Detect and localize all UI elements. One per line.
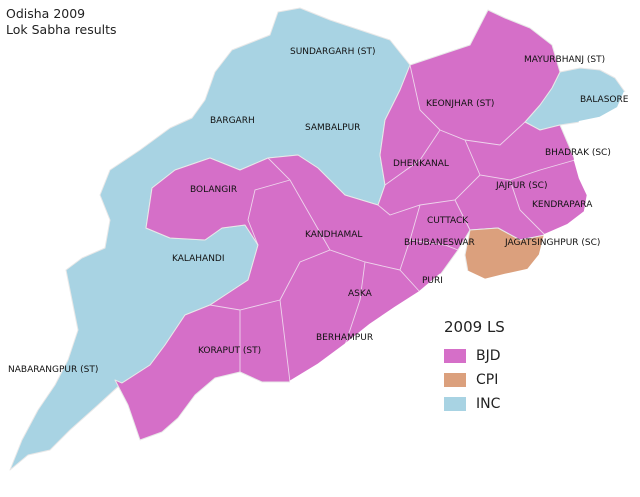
region-bjd-main xyxy=(114,9,589,441)
coastline xyxy=(289,91,627,384)
label-berhampur: BERHAMPUR xyxy=(316,333,373,343)
label-bhadrak: BHADRAK (SC) xyxy=(545,148,611,158)
legend: 2009 LS BJD CPI INC xyxy=(444,318,505,416)
legend-item-bjd: BJD xyxy=(444,344,505,368)
legend-swatch-inc xyxy=(444,397,466,411)
label-sambalpur: SAMBALPUR xyxy=(305,123,360,133)
label-jagatsinghpur: JAGATSINGHPUR (SC) xyxy=(504,238,600,248)
map-title-line-1: Odisha 2009 xyxy=(6,6,86,21)
label-aska: ASKA xyxy=(348,289,373,299)
label-balasore: BALASORE xyxy=(580,95,629,105)
legend-item-cpi: CPI xyxy=(444,368,505,392)
label-bolangir: BOLANGIR xyxy=(190,185,237,195)
legend-title: 2009 LS xyxy=(444,318,505,336)
label-puri: PURI xyxy=(422,276,443,286)
label-nabarangpur: NABARANGPUR (ST) xyxy=(8,365,98,375)
legend-swatch-bjd xyxy=(444,349,466,363)
map-title: Odisha 2009 Lok Sabha results xyxy=(6,6,117,38)
map-title-line-2: Lok Sabha results xyxy=(6,22,117,37)
label-bargarh: BARGARH xyxy=(210,116,255,126)
constituency-borders xyxy=(209,64,576,383)
label-kendrapara: KENDRAPARA xyxy=(532,200,593,210)
legend-label-cpi: CPI xyxy=(476,372,499,388)
label-koraput: KORAPUT (ST) xyxy=(198,346,261,356)
label-sundargarh: SUNDARGARH (ST) xyxy=(290,47,375,57)
label-keonjhar: KEONJHAR (ST) xyxy=(426,99,494,109)
legend-swatch-cpi xyxy=(444,373,466,387)
label-bhubaneswar: BHUBANESWAR xyxy=(404,238,475,248)
legend-item-inc: INC xyxy=(444,392,505,416)
label-dhenkanal: DHENKANAL xyxy=(393,159,449,169)
label-jajpur: JAJPUR (SC) xyxy=(495,181,547,191)
label-mayurbhanj: MAYURBHANJ (ST) xyxy=(524,55,605,65)
legend-label-bjd: BJD xyxy=(476,348,501,364)
label-cuttack: CUTTACK xyxy=(427,216,469,226)
label-kalahandi: KALAHANDI xyxy=(172,254,225,264)
label-kandhamal: KANDHAMAL xyxy=(305,230,362,240)
legend-label-inc: INC xyxy=(476,396,501,412)
